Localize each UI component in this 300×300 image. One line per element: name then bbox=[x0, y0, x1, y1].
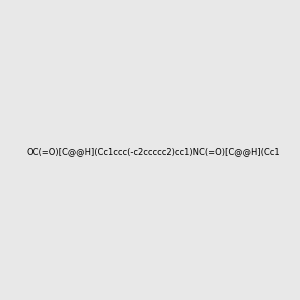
Text: OC(=O)[C@@H](Cc1ccc(-c2ccccc2)cc1)NC(=O)[C@@H](Cc1: OC(=O)[C@@H](Cc1ccc(-c2ccccc2)cc1)NC(=O)… bbox=[27, 147, 280, 156]
